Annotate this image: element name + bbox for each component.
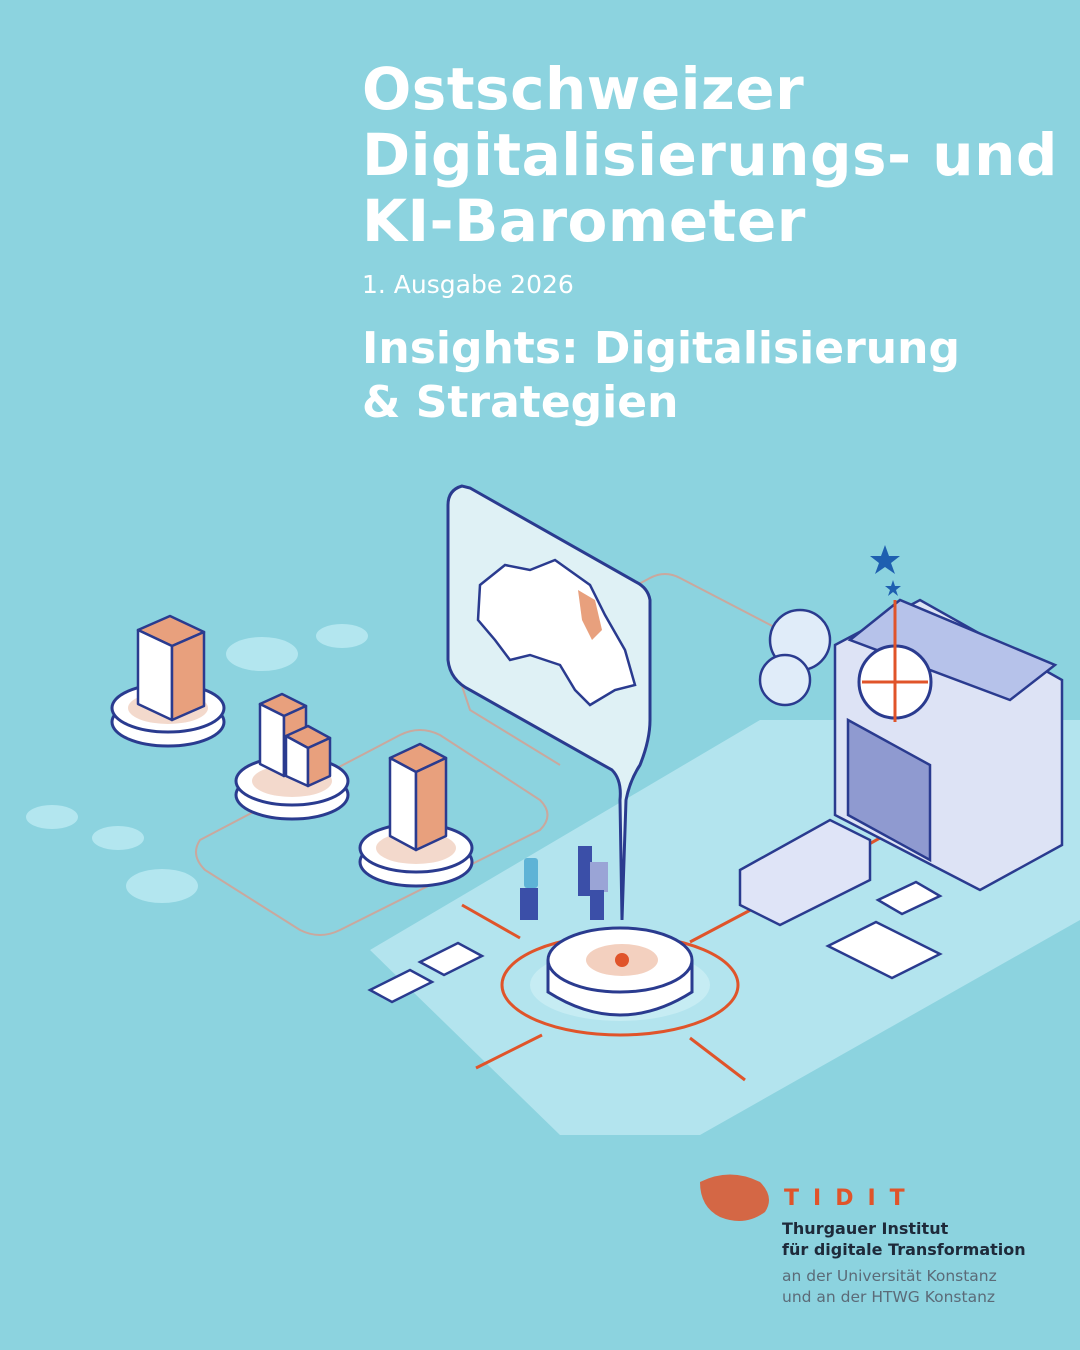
illustration-shape — [875, 880, 943, 916]
illustration-shape — [578, 846, 592, 896]
illustration-shape — [862, 600, 928, 722]
title: Ostschweizer Digitalisierungs- und KI-Ba… — [362, 56, 1058, 254]
illustration-shape — [524, 858, 538, 888]
illustration-shape — [417, 941, 485, 977]
logo-acronym: TIDIT — [784, 1186, 919, 1211]
illustration-shape — [520, 888, 538, 920]
illustration-shape — [476, 558, 637, 707]
illustration-shape — [847, 598, 1058, 702]
illustration-shape — [578, 590, 602, 640]
illustration-shape — [700, 1174, 769, 1221]
illustration-shape — [700, 1174, 769, 1221]
illustration-shape — [136, 614, 448, 852]
illustration-shape — [226, 637, 298, 671]
illustration-shape — [316, 624, 368, 648]
illustration-shape — [520, 846, 608, 920]
illustration-shape — [461, 903, 521, 940]
logo-affiliation-line: und an der HTWG Konstanz — [782, 1288, 996, 1306]
illustration-shape — [590, 862, 608, 892]
illustration-shape — [475, 1033, 543, 1070]
logo-name-line: für digitale Transformation — [782, 1240, 1026, 1259]
illustration-shape — [846, 717, 932, 863]
subtitle-line: Insights: Digitalisierung — [362, 323, 960, 374]
illustration-shape — [126, 869, 198, 903]
illustration-shape — [170, 630, 206, 722]
logo-name-line: Thurgauer Institut — [782, 1219, 949, 1238]
illustration-shape — [306, 736, 332, 788]
illustration-shape — [414, 756, 448, 852]
illustration-shape — [195, 729, 549, 936]
subtitle-line: & Strategien — [362, 377, 679, 428]
title-line: Ostschweizer — [362, 55, 805, 123]
subtitle: Insights: Digitalisierung & Strategien — [362, 322, 960, 430]
illustration-shape — [689, 903, 761, 944]
illustration-shape — [92, 826, 144, 850]
logo-name: Thurgauer Institut für digitale Transfor… — [782, 1218, 1026, 1260]
illustration-shape — [459, 573, 781, 681]
illustration-shape — [615, 953, 629, 967]
illustration-shape — [367, 968, 435, 1004]
illustration-shape — [590, 890, 604, 920]
edition: 1. Ausgabe 2026 — [362, 270, 574, 299]
logo-affiliation-line: an der Universität Konstanz — [782, 1267, 997, 1285]
illustration-shape — [26, 624, 368, 903]
illustration-shape — [870, 545, 900, 574]
illustration-shape — [136, 628, 174, 722]
illustration-shape — [388, 756, 418, 852]
illustration-shape — [258, 702, 286, 778]
title-line: KI-Barometer — [362, 187, 806, 255]
illustration-shape — [26, 805, 78, 829]
illustration-shape — [689, 1036, 746, 1082]
illustration-shape — [110, 682, 474, 888]
illustration-shape — [825, 920, 943, 980]
illustration-shape — [738, 818, 872, 927]
illustration-shape — [758, 653, 812, 707]
title-line: Digitalisierungs- und — [362, 121, 1058, 189]
illustration-shape — [459, 679, 561, 766]
illustration-shape — [885, 580, 901, 596]
logo-affiliation: an der Universität Konstanz und an der H… — [782, 1266, 997, 1308]
